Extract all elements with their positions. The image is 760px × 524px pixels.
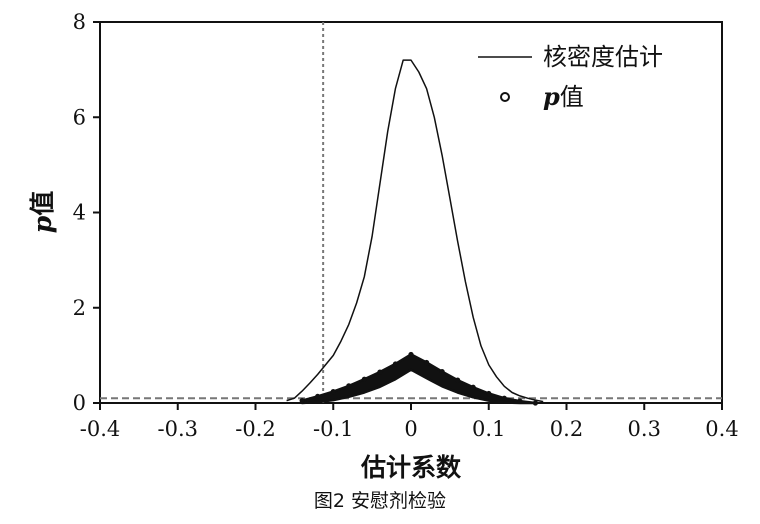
x-tick-label: 0.3 <box>628 417 661 441</box>
x-tick-label: 0 <box>404 417 417 441</box>
figure-caption: 图2 安慰剂检验 <box>313 490 447 512</box>
p-value-scatter <box>300 353 537 405</box>
p-value-point <box>439 368 445 375</box>
p-value-point <box>486 390 492 397</box>
y-tick-label: 4 <box>73 201 86 225</box>
p-value-point <box>377 369 383 375</box>
x-tick-label: 0.4 <box>705 417 738 441</box>
p-value-point <box>501 395 507 401</box>
legend: 核密度估计 p值 <box>478 43 663 111</box>
x-tick-label: 0.1 <box>472 417 505 441</box>
plot-frame <box>99 21 723 404</box>
legend-label-pvalue: p值 <box>543 82 584 111</box>
p-value-point <box>532 400 539 406</box>
legend-label-pvalue-italic: p <box>543 82 560 111</box>
p-value-point <box>330 388 336 395</box>
reference-lines <box>100 22 722 403</box>
kde-line <box>286 59 544 403</box>
x-tick-label: -0.4 <box>80 417 121 441</box>
x-tick-label: -0.3 <box>158 417 199 441</box>
x-tick-label: -0.2 <box>235 417 276 441</box>
x-tick-label: -0.1 <box>313 417 354 441</box>
y-tick-label: 0 <box>73 391 86 415</box>
p-value-point <box>408 351 414 358</box>
y-axis-title-italic: p <box>28 215 57 233</box>
y-tick-label: 6 <box>73 105 86 129</box>
axes: -0.4 -0.3 -0.2 -0.1 0 0.1 0.2 0.3 0.4 0 2 4 6 8 <box>73 10 739 441</box>
y-tick-label: 2 <box>73 296 86 320</box>
p-value-point <box>392 361 399 367</box>
y-axis-title-rest: 值 <box>28 191 57 216</box>
legend-label-pvalue-rest: 值 <box>560 83 584 111</box>
p-value-point <box>361 376 367 382</box>
y-axis-title: p值 <box>28 191 57 234</box>
p-value-point <box>315 393 321 399</box>
plot-area <box>99 21 723 404</box>
p-value-point <box>517 398 523 404</box>
y-tick-label: 8 <box>73 10 86 34</box>
series-layer <box>286 59 544 406</box>
p-value-point <box>455 377 461 383</box>
p-value-point <box>346 383 352 389</box>
x-axis-title: 估计系数 <box>360 453 462 480</box>
p-value-point <box>423 359 430 366</box>
p-value-point <box>470 384 476 390</box>
p-value-point <box>299 398 305 404</box>
legend-label-kde: 核密度估计 <box>543 43 663 71</box>
legend-circle-marker <box>500 92 510 102</box>
x-tick-label: 0.2 <box>550 417 583 441</box>
